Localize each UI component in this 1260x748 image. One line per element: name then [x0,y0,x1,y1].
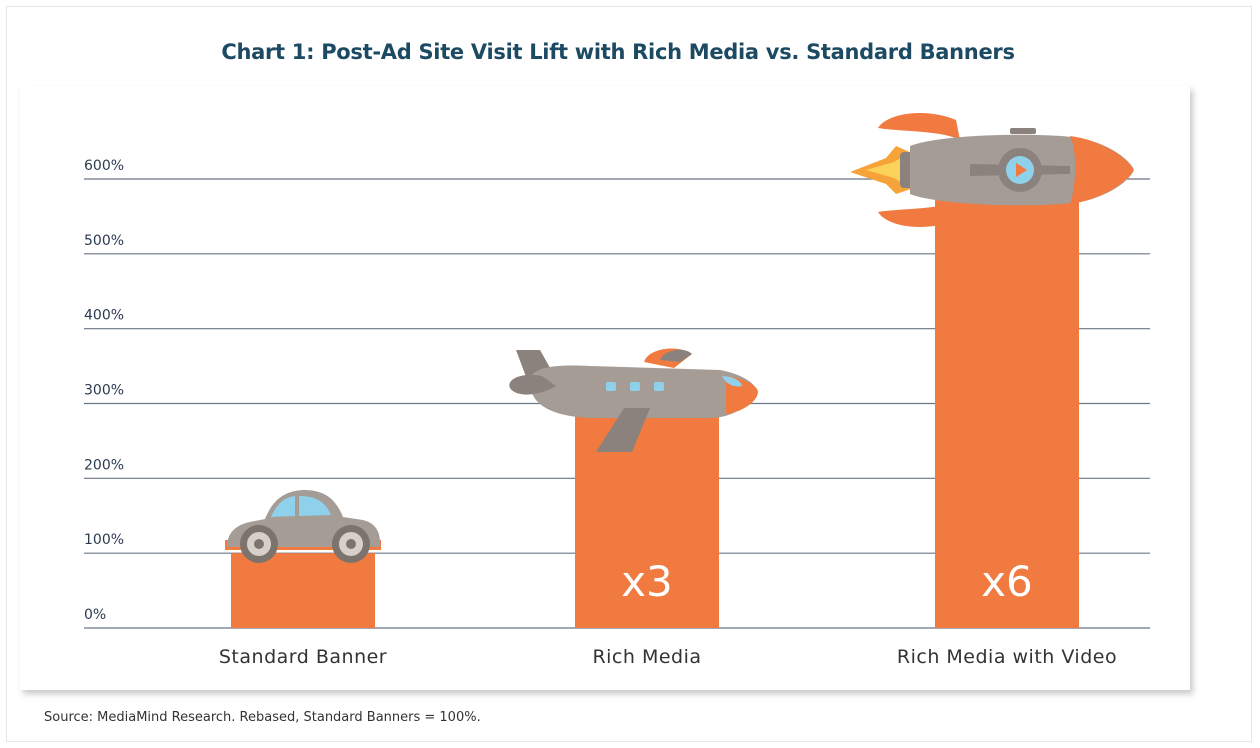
x-axis-categories: Standard Banner Rich Media Rich Media with… [219,646,1117,668]
y-tick-label: 100% [84,532,124,548]
category-label: Standard Banner [219,646,387,668]
chart-title: Chart 1: Post-Ad Site Visit Lift with Ri… [221,40,1015,64]
bar-data-labels: x3 x6 [621,557,1033,606]
category-label: Rich Media [592,646,701,668]
y-tick-label: 600% [84,158,124,174]
bar [935,179,1079,628]
y-tick-label: 200% [84,457,124,473]
y-tick-label: 0% [84,607,106,623]
airplane-icon [509,348,758,452]
rocket-icon [850,113,1134,227]
y-axis-ticks: 0% 100% 200% 300% 400% 500% 600% [84,158,124,623]
source-note: Source: MediaMind Research. Rebased, Sta… [44,710,481,725]
y-tick-label: 400% [84,308,124,324]
car-icon [225,490,381,563]
bar-data-label: x3 [621,557,673,606]
bar [575,403,719,628]
y-tick-label: 500% [84,233,124,249]
y-tick-label: 300% [84,383,124,399]
bar-data-label: x6 [981,557,1033,606]
category-label: Rich Media with Video [897,646,1117,668]
bar [231,553,375,628]
bar-icons [225,113,1134,563]
bars [231,179,1079,628]
